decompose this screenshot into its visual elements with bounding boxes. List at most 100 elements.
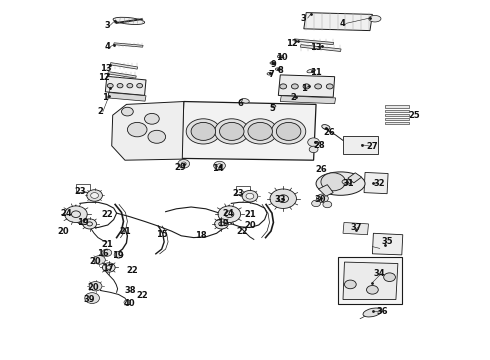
Text: 19: 19 (112, 251, 123, 260)
Ellipse shape (322, 125, 330, 130)
Text: 5: 5 (269, 104, 275, 113)
Circle shape (323, 201, 332, 208)
Ellipse shape (241, 99, 249, 103)
Polygon shape (108, 72, 136, 78)
Circle shape (326, 84, 333, 89)
Circle shape (114, 252, 123, 258)
Polygon shape (280, 96, 336, 104)
Polygon shape (181, 102, 316, 160)
Text: 25: 25 (408, 111, 420, 120)
Polygon shape (114, 43, 143, 47)
Circle shape (145, 113, 159, 124)
Text: 10: 10 (276, 53, 288, 62)
Text: 2: 2 (290, 94, 296, 103)
Circle shape (186, 119, 220, 144)
Ellipse shape (271, 105, 276, 108)
Ellipse shape (270, 62, 275, 64)
Text: 20: 20 (90, 256, 101, 266)
Text: 16: 16 (97, 249, 109, 258)
Circle shape (94, 256, 105, 264)
Circle shape (85, 293, 99, 303)
Circle shape (127, 122, 147, 137)
Circle shape (127, 84, 133, 88)
Circle shape (276, 122, 301, 140)
Ellipse shape (307, 69, 316, 73)
Text: 3: 3 (105, 21, 111, 30)
Circle shape (321, 173, 345, 191)
Text: 19: 19 (217, 219, 229, 228)
Text: 21: 21 (244, 210, 256, 219)
Text: 12: 12 (98, 73, 110, 82)
Polygon shape (318, 185, 333, 196)
Text: 14: 14 (212, 164, 224, 173)
Circle shape (248, 122, 272, 140)
Circle shape (148, 130, 166, 143)
Text: 22: 22 (237, 227, 248, 236)
Polygon shape (108, 93, 146, 101)
Ellipse shape (342, 179, 352, 184)
Polygon shape (278, 75, 335, 97)
Circle shape (312, 200, 320, 207)
Polygon shape (372, 233, 403, 255)
Circle shape (270, 189, 296, 208)
Text: 9: 9 (270, 60, 276, 69)
Text: 4: 4 (340, 19, 346, 28)
Circle shape (124, 300, 131, 305)
Text: 40: 40 (124, 299, 136, 308)
Circle shape (178, 159, 190, 168)
Text: 7: 7 (269, 71, 274, 80)
Polygon shape (385, 118, 409, 120)
Text: 2: 2 (98, 107, 103, 116)
Text: 26: 26 (315, 165, 327, 174)
Polygon shape (112, 102, 184, 160)
Text: 26: 26 (323, 128, 335, 137)
Ellipse shape (113, 17, 145, 24)
Circle shape (102, 263, 115, 272)
Text: 23: 23 (233, 189, 245, 198)
Circle shape (344, 280, 356, 289)
Text: 38: 38 (124, 286, 136, 295)
Text: 13: 13 (310, 44, 322, 53)
Ellipse shape (267, 73, 272, 75)
Circle shape (384, 273, 395, 282)
Text: 35: 35 (381, 237, 393, 246)
Circle shape (87, 190, 102, 201)
Circle shape (280, 84, 287, 89)
Ellipse shape (363, 308, 382, 317)
Ellipse shape (368, 15, 381, 22)
Polygon shape (385, 114, 409, 116)
Ellipse shape (275, 68, 280, 71)
Polygon shape (105, 76, 146, 95)
Ellipse shape (277, 55, 283, 58)
Text: 17: 17 (102, 264, 114, 273)
Circle shape (271, 119, 306, 144)
Polygon shape (304, 13, 372, 31)
Text: 36: 36 (376, 307, 388, 316)
Circle shape (83, 219, 97, 229)
Text: 11: 11 (310, 68, 322, 77)
Circle shape (191, 122, 216, 140)
Polygon shape (364, 172, 388, 194)
Circle shape (309, 146, 318, 153)
Circle shape (303, 84, 310, 89)
Text: 3: 3 (301, 14, 307, 23)
Circle shape (220, 122, 244, 140)
Text: 34: 34 (374, 269, 386, 278)
Circle shape (246, 193, 254, 199)
Text: 12: 12 (286, 39, 297, 48)
Text: 24: 24 (60, 209, 72, 217)
Circle shape (181, 162, 186, 166)
Text: 4: 4 (105, 42, 111, 51)
Circle shape (122, 107, 133, 116)
Polygon shape (385, 122, 409, 124)
Text: 1: 1 (301, 84, 307, 93)
Ellipse shape (316, 172, 365, 195)
Text: 22: 22 (101, 210, 113, 219)
Circle shape (367, 285, 378, 294)
Circle shape (117, 84, 123, 88)
Circle shape (242, 190, 258, 202)
Text: 21: 21 (101, 240, 113, 249)
Bar (343, 136, 378, 154)
Circle shape (243, 119, 277, 144)
Circle shape (214, 161, 225, 170)
